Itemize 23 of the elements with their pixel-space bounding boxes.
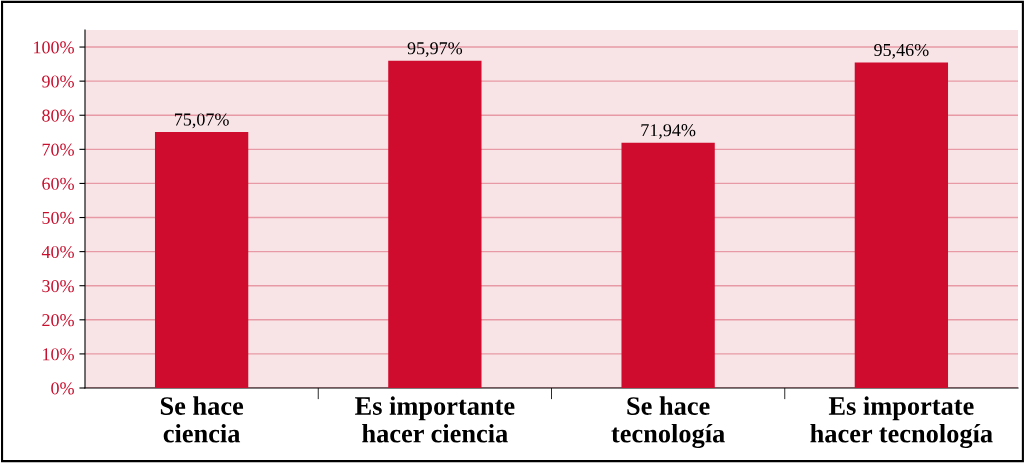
- y-tick-label: 30%: [42, 279, 74, 293]
- data-label: 95,97%: [407, 42, 463, 57]
- y-tick-label: 50%: [42, 211, 74, 225]
- data-label: 95,46%: [874, 43, 929, 59]
- bar: [154, 132, 249, 388]
- y-tick-label: 100%: [34, 41, 74, 54]
- y-tick-label: 10%: [43, 348, 74, 361]
- bar: [621, 142, 715, 388]
- y-tick-label: 20%: [42, 314, 74, 327]
- bar: [388, 60, 482, 388]
- y-tick-label: 60%: [42, 177, 74, 190]
- y-tick-label: 70%: [42, 143, 74, 156]
- data-label: 75,07%: [174, 113, 229, 129]
- y-tick-label: 90%: [42, 75, 74, 88]
- data-label: 71,94%: [641, 124, 696, 139]
- x-tick-label: Se hace ciencia: [160, 396, 244, 443]
- y-tick-label: 80%: [42, 109, 74, 122]
- y-tick-label: 0%: [51, 382, 74, 395]
- x-tick-label: Se hace tecnología: [611, 396, 725, 449]
- x-tick-label: Es importate hacer tecnología: [810, 396, 993, 449]
- y-tick-label: 40%: [41, 245, 74, 259]
- bar: [854, 62, 949, 388]
- x-tick-label: Es importante hacer ciencia: [355, 396, 515, 443]
